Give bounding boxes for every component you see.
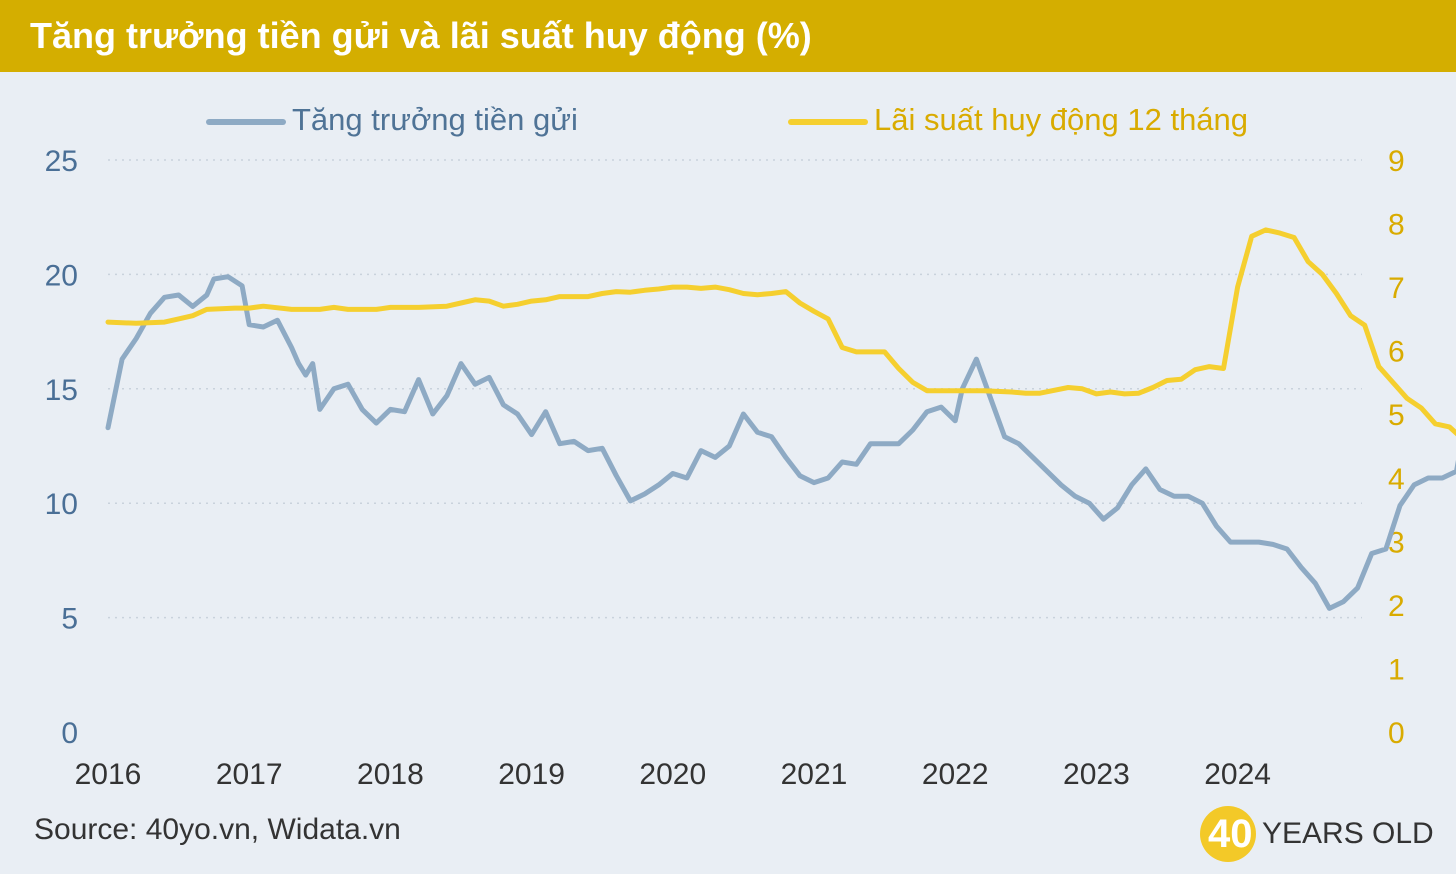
legend-deposit-growth: Tăng trưởng tiền gửi bbox=[206, 100, 578, 140]
right-axis-tick-label: 4 bbox=[1388, 463, 1405, 496]
chart-title: Tăng trưởng tiền gửi và lãi suất huy độn… bbox=[30, 15, 812, 56]
left-axis-tick-label: 10 bbox=[45, 488, 78, 521]
x-axis-tick-label: 2021 bbox=[781, 758, 848, 791]
legend-rate-line-swatch bbox=[788, 118, 868, 125]
logo-number: 40 bbox=[1208, 812, 1253, 856]
right-axis-tick-label: 2 bbox=[1388, 590, 1405, 623]
right-axis-tick-label: 5 bbox=[1388, 399, 1405, 432]
x-axis-tick-label: 2016 bbox=[75, 758, 142, 791]
legend-rate-label: Lãi suất huy động 12 tháng bbox=[874, 102, 1249, 137]
x-axis-tick-label: 2017 bbox=[216, 758, 283, 791]
x-axis-tick-label: 2018 bbox=[357, 758, 424, 791]
left-axis-tick-label: 0 bbox=[61, 717, 78, 750]
legend-deposit-label: Tăng trưởng tiền gửi bbox=[292, 102, 578, 137]
x-axis-tick-label: 2023 bbox=[1063, 758, 1130, 791]
x-axis-tick-label: 2024 bbox=[1204, 758, 1271, 791]
left-axis-tick-label: 25 bbox=[45, 145, 78, 178]
left-axis-tick-label: 5 bbox=[61, 603, 78, 636]
right-axis-tick-label: 6 bbox=[1388, 336, 1405, 369]
legend-deposit-rate: Lãi suất huy động 12 tháng bbox=[788, 100, 1248, 140]
left-axis-tick-label: 15 bbox=[45, 374, 78, 407]
right-axis-tick-label: 0 bbox=[1388, 717, 1405, 750]
left-axis-tick-label: 20 bbox=[45, 259, 78, 292]
right-axis-tick-label: 7 bbox=[1388, 272, 1405, 305]
header-bar: Tăng trưởng tiền gửi và lãi suất huy độn… bbox=[0, 0, 1456, 72]
series-line-deposit-rate bbox=[105, 227, 1456, 437]
right-axis-tick-label: 8 bbox=[1388, 209, 1405, 242]
brand-logo: 40 YEARS OLD bbox=[1200, 804, 1440, 864]
right-axis-tick-label: 1 bbox=[1388, 653, 1405, 686]
series-line-deposit-growth bbox=[105, 274, 1456, 611]
x-axis-tick-label: 2020 bbox=[639, 758, 706, 791]
logo-text: YEARS OLD bbox=[1262, 817, 1434, 850]
x-axis-tick-label: 2022 bbox=[922, 758, 989, 791]
source-note: Source: 40yo.vn, Widata.vn bbox=[34, 813, 401, 846]
logo-circle bbox=[1200, 806, 1256, 862]
right-axis-tick-label: 9 bbox=[1388, 145, 1405, 178]
x-axis-tick-label: 2019 bbox=[498, 758, 565, 791]
legend-deposit-line-swatch bbox=[206, 118, 286, 125]
